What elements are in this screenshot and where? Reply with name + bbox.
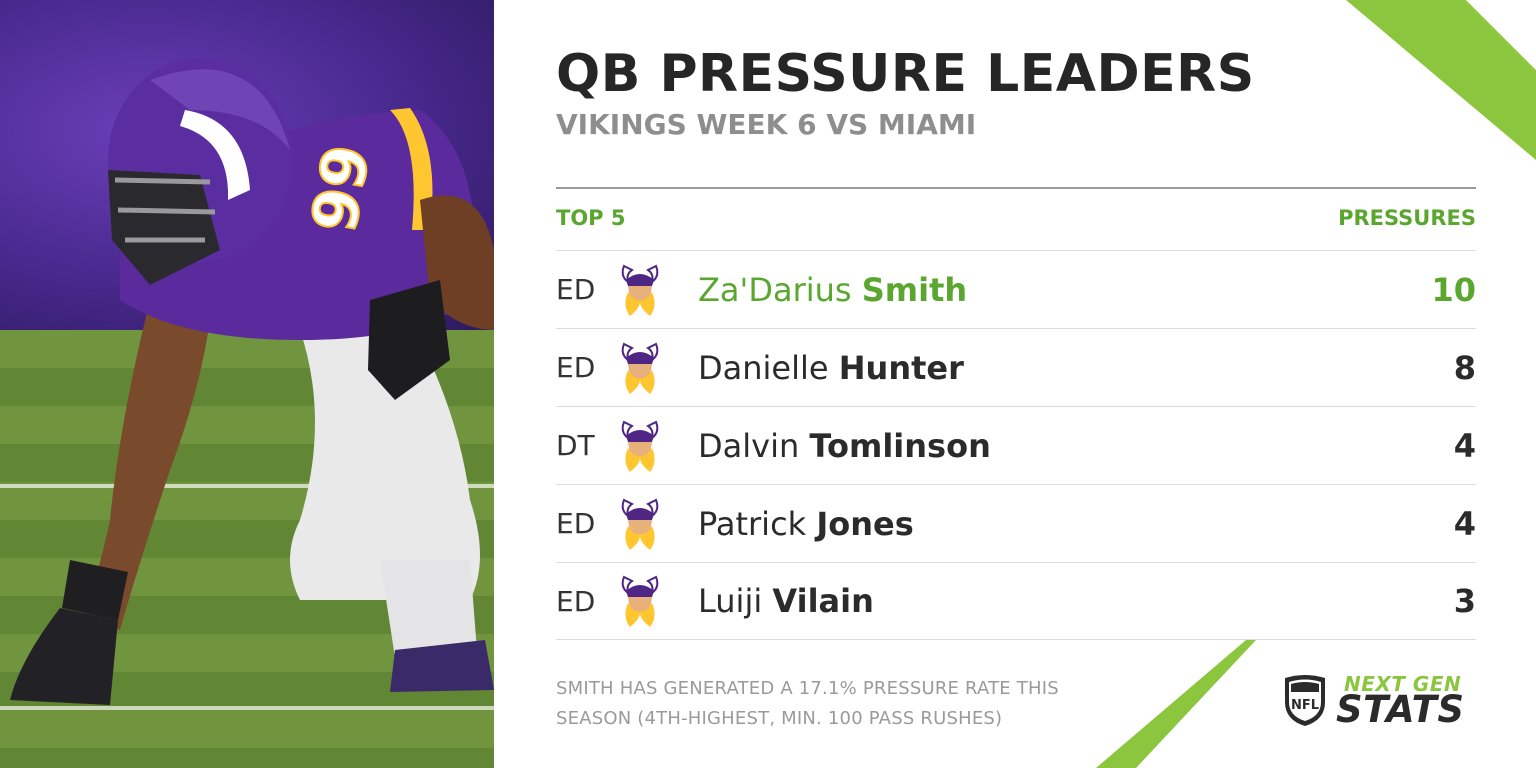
- player-name: Patrick Jones: [698, 505, 1396, 543]
- footnote-line: SEASON (4TH-HIGHEST, MIN. 100 PASS RUSHE…: [556, 708, 1003, 729]
- player-last-name: Hunter: [838, 348, 964, 387]
- jersey-number: 99: [297, 140, 384, 238]
- vikings-head-icon: [616, 417, 698, 475]
- ngs-wordmark-top: NEXT GEN: [1344, 672, 1462, 696]
- stats-panel: QB PRESSURE LEADERS VIKINGS WEEK 6 VS MI…: [556, 0, 1476, 768]
- player-first-name: Luiji: [698, 582, 763, 620]
- player-position: ED: [556, 273, 596, 306]
- next-gen-stats-logo: NFL NEXT GEN STATS: [1282, 672, 1482, 732]
- nfl-shield-text: NFL: [1291, 698, 1319, 713]
- table-row: DT Dalvin Tomlinson 4: [556, 406, 1476, 484]
- yard-line: [0, 706, 494, 710]
- player-figure: 99: [10, 58, 494, 705]
- nfl-shield-icon: NFL: [1285, 675, 1325, 726]
- yard-line: [0, 484, 494, 488]
- player-name: Luiji Vilain: [698, 582, 1396, 620]
- accent-triangle-bottom: [1096, 640, 1256, 768]
- table-row: ED Luiji Vilain 3: [556, 562, 1476, 640]
- table-row: ED Patrick Jones 4: [556, 484, 1476, 562]
- player-position: ED: [556, 584, 596, 618]
- pressures-value: 10: [1431, 270, 1476, 309]
- column-header-rank: TOP 5: [556, 206, 626, 230]
- page-title: QB PRESSURE LEADERS: [556, 44, 1255, 104]
- player-position: DT: [556, 429, 595, 462]
- vikings-head-icon: [616, 572, 698, 630]
- player-position: ED: [556, 351, 596, 384]
- player-last-name: Vilain: [772, 582, 874, 620]
- player-photo: 99: [0, 0, 494, 768]
- footnote: SMITH HAS GENERATED A 17.1% PRESSURE RAT…: [556, 674, 1116, 734]
- player-name: Dalvin Tomlinson: [698, 427, 1396, 465]
- player-name: Za'Darius Smith: [698, 271, 1396, 309]
- vikings-head-icon: [616, 495, 698, 553]
- pressures-value: 3: [1453, 582, 1476, 620]
- table-row: ED Danielle Hunter 8: [556, 328, 1476, 406]
- footnote-line: SMITH HAS GENERATED A 17.1% PRESSURE RAT…: [556, 678, 1059, 699]
- pressures-value: 4: [1453, 426, 1476, 465]
- player-last-name: Jones: [816, 504, 914, 543]
- table-row: ED Za'Darius Smith 10: [556, 250, 1476, 328]
- player-position: ED: [556, 507, 596, 540]
- player-first-name: Dalvin: [698, 426, 800, 465]
- player-first-name: Za'Darius: [698, 270, 852, 309]
- player-name: Danielle Hunter: [698, 349, 1396, 387]
- leaders-table: ED Za'Darius Smith 10 ED: [556, 250, 1476, 640]
- player-first-name: Danielle: [698, 348, 829, 387]
- divider: [556, 187, 1476, 189]
- accent-triangle-top: [1346, 0, 1536, 160]
- vikings-head-icon: [616, 261, 698, 319]
- vikings-head-icon: [616, 339, 698, 397]
- player-last-name: Smith: [861, 270, 968, 309]
- page-subtitle: VIKINGS WEEK 6 VS MIAMI: [556, 108, 977, 141]
- pressures-value: 8: [1453, 348, 1476, 387]
- player-first-name: Patrick: [698, 504, 807, 543]
- pressures-value: 4: [1453, 504, 1476, 543]
- player-last-name: Tomlinson: [809, 426, 991, 465]
- ngs-wordmark-bottom: STATS: [1336, 688, 1465, 731]
- column-header-pressures: PRESSURES: [1338, 206, 1476, 230]
